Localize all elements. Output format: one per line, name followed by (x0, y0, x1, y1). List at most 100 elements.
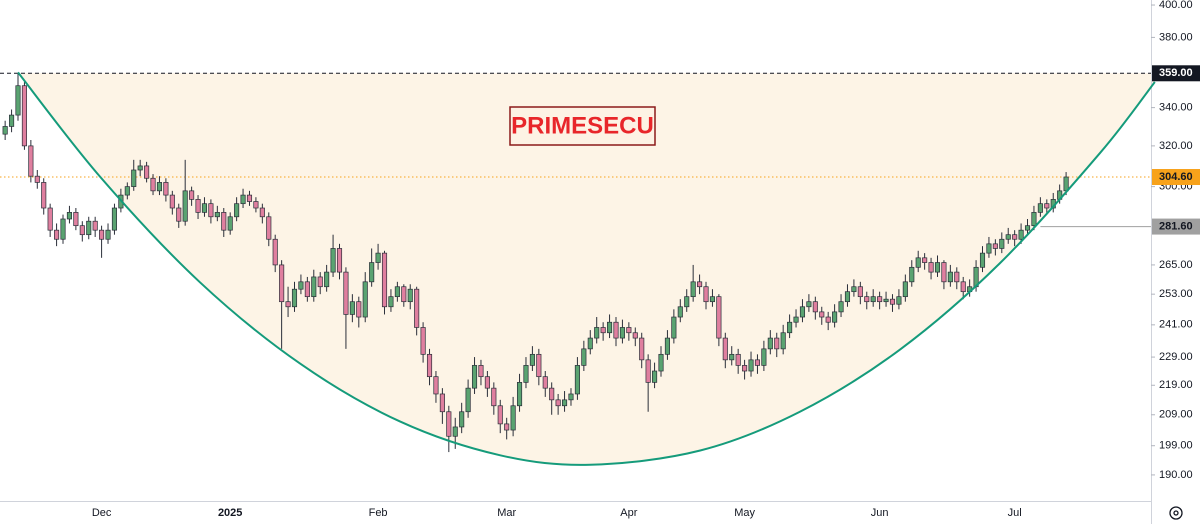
candle-body (343, 271, 349, 315)
candle-body (793, 316, 799, 323)
candle-body (285, 301, 291, 308)
cup-fill (18, 72, 1155, 465)
candle-body (336, 248, 343, 273)
candle-body (15, 85, 21, 116)
candle-body (581, 348, 587, 366)
candle-body (150, 177, 156, 192)
x-tick-label: May (734, 507, 755, 519)
candle-body (600, 327, 606, 334)
candle-body (381, 252, 388, 308)
candle-body (86, 220, 92, 236)
candle-body (99, 229, 105, 240)
candle-body (619, 327, 625, 339)
candle-body (21, 85, 27, 147)
candle-body (819, 311, 825, 318)
candle-body (266, 216, 272, 240)
candle-body (529, 353, 535, 366)
candle-body (54, 229, 60, 240)
candle-body (664, 337, 670, 355)
candle-body (201, 203, 208, 213)
candle-body (594, 327, 600, 339)
y-tick-label: 241.00 (1159, 319, 1193, 331)
cup-curve (17, 71, 1156, 466)
candle-body (124, 186, 130, 196)
settings-ring (1169, 506, 1183, 520)
candle-body (639, 337, 645, 361)
candle-body (446, 411, 452, 437)
candle-body (433, 376, 439, 395)
candle-body (227, 216, 233, 231)
candle-body (79, 225, 85, 236)
candle-body (253, 201, 259, 209)
candle-body (176, 207, 182, 222)
candle-body (356, 301, 362, 318)
candle-body (484, 376, 490, 389)
candle-body (66, 212, 72, 220)
candle-body (780, 332, 786, 350)
candle-body (240, 194, 246, 205)
candle-body (1044, 203, 1050, 209)
candle-body (330, 248, 336, 273)
candle-body (722, 337, 728, 361)
candle-body (34, 175, 40, 183)
candle-body (536, 353, 542, 378)
candle-body (774, 337, 780, 350)
back-layer (0, 72, 1155, 465)
candle-body (896, 296, 902, 305)
candle-body (979, 252, 986, 268)
y-tick-label: 340.00 (1159, 102, 1193, 114)
candle-body (291, 288, 298, 308)
candle-body (60, 218, 66, 240)
candle-body (960, 281, 966, 293)
candle-body (671, 316, 677, 339)
x-tick-label: 2025 (218, 507, 242, 519)
candle-body (825, 316, 831, 323)
candle-body (864, 296, 870, 303)
candle-body (729, 353, 735, 361)
candle-body (742, 365, 748, 372)
candle-body (189, 190, 195, 200)
candle-body (504, 423, 510, 431)
candle-body (1018, 229, 1024, 240)
candle-body (1063, 176, 1069, 192)
y-tick-label: 190.00 (1159, 469, 1193, 481)
candle-body (645, 359, 651, 383)
candle-body (568, 393, 574, 401)
candle-body (208, 203, 214, 218)
candle-body (555, 399, 561, 407)
candle-body (465, 387, 471, 413)
candle-body (163, 182, 169, 196)
y-tick-label: 199.00 (1159, 440, 1193, 452)
candle-body (349, 301, 355, 315)
candle-body (1012, 234, 1018, 240)
candle-body (388, 296, 394, 308)
candle-body (169, 194, 175, 209)
candle-body (317, 276, 323, 288)
x-tick-label: Mar (497, 507, 516, 519)
candle-body (259, 207, 265, 218)
price-line-label: 359.00 (1159, 67, 1193, 79)
x-tick-label: Jul (1008, 507, 1022, 519)
candle-body (523, 365, 529, 383)
settings-icon[interactable] (1169, 506, 1183, 520)
candle-body (246, 194, 253, 202)
candle-body (272, 238, 278, 266)
candle-body (304, 281, 310, 298)
candle-body (221, 212, 227, 231)
candle-body (877, 296, 883, 303)
candle-body (902, 281, 908, 298)
candle-body (562, 399, 568, 407)
candles (2, 73, 1069, 453)
candle-body (992, 243, 998, 249)
candle-body (105, 229, 111, 240)
candle-body (497, 405, 503, 425)
candle-body (632, 332, 638, 339)
candle-body (1005, 234, 1011, 240)
candle-body (1037, 203, 1043, 213)
candle-body (832, 311, 838, 323)
candle-body (2, 126, 8, 135)
candle-body (915, 257, 921, 268)
candle-body (47, 207, 53, 231)
candle-body (459, 411, 465, 428)
